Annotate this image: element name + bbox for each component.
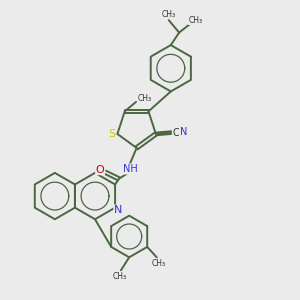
Text: O: O: [96, 165, 104, 175]
Text: N: N: [180, 127, 187, 137]
Text: CH₃: CH₃: [162, 10, 176, 19]
Text: CH₃: CH₃: [152, 259, 166, 268]
Text: CH₃: CH₃: [188, 16, 203, 25]
Text: N: N: [114, 205, 122, 215]
Text: CH₃: CH₃: [138, 94, 152, 103]
Text: NH: NH: [123, 164, 138, 174]
Text: CH₃: CH₃: [113, 272, 127, 281]
Text: S: S: [109, 129, 116, 139]
Text: C: C: [172, 128, 179, 137]
